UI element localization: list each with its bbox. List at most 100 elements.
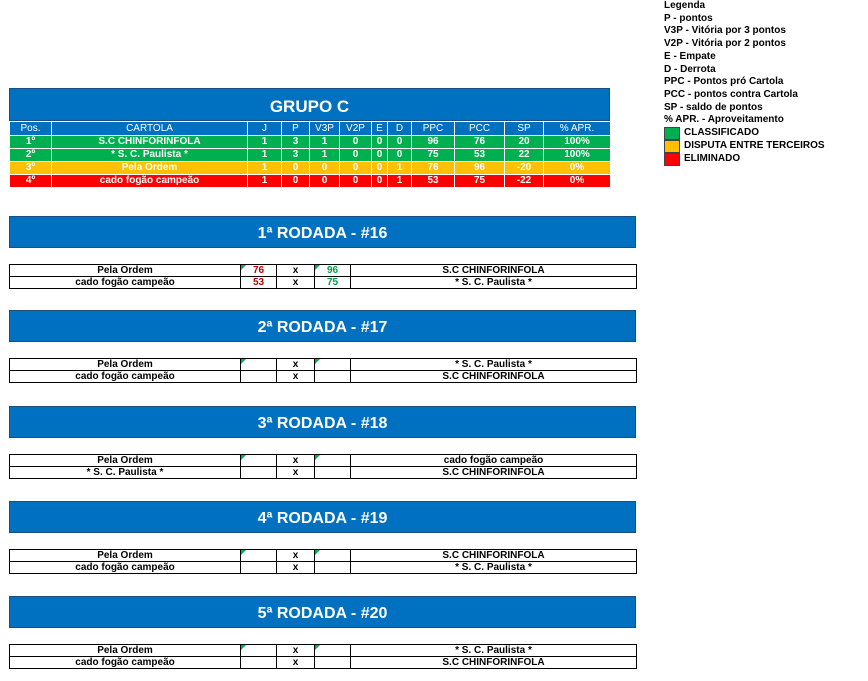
match-row: Pela Ordem 76 x 96 S.C CHINFORINFOLA	[9, 264, 637, 277]
cell-flag-icon	[315, 455, 320, 460]
cell-pcc: 75	[454, 174, 505, 188]
cell-flag-icon	[241, 359, 246, 364]
away-score[interactable]: 75	[314, 276, 351, 289]
cell-cartola: S.C CHINFORINFOLA	[51, 135, 248, 149]
cell-apr: 0%	[543, 174, 611, 188]
cell-pcc: 76	[454, 135, 505, 149]
cell-e: 0	[371, 161, 388, 175]
cell-ppc: 76	[411, 161, 455, 175]
match-row: Pela Ordem x * S. C. Paulista *	[9, 358, 637, 371]
away-score[interactable]	[314, 644, 351, 657]
legend-line: P - pontos	[664, 12, 713, 24]
away-team: * S. C. Paulista *	[350, 644, 637, 657]
home-score[interactable]: 76	[240, 264, 277, 277]
away-score[interactable]	[314, 358, 351, 371]
away-team: S.C CHINFORINFOLA	[350, 264, 637, 277]
cell-apr: 100%	[543, 148, 611, 162]
round-title: 2ª RODADA - #17	[9, 310, 636, 342]
legend-swatch-disputa: DISPUTA ENTRE TERCEIROS	[664, 140, 825, 154]
color-swatch	[664, 153, 680, 167]
color-swatch	[664, 140, 680, 154]
cell-apr: 0%	[543, 161, 611, 175]
cell-ppc: 75	[411, 148, 455, 162]
cell-sp: 22	[504, 148, 544, 162]
away-score[interactable]: 96	[314, 264, 351, 277]
cell-ppc: 53	[411, 174, 455, 188]
home-score[interactable]	[240, 370, 277, 383]
swatch-label: ELIMINADO	[684, 153, 741, 165]
home-score[interactable]	[240, 644, 277, 657]
header-pcc: PCC	[454, 121, 505, 136]
home-score[interactable]	[240, 561, 277, 574]
home-score[interactable]	[240, 549, 277, 562]
cell-v3p: 1	[309, 148, 340, 162]
match-table: Pela Ordem x cado fogão campeão * S. C. …	[9, 454, 637, 479]
cell-pos: 4º	[9, 174, 52, 188]
away-score[interactable]	[314, 454, 351, 467]
cell-ppc: 96	[411, 135, 455, 149]
home-team: cado fogão campeão	[9, 276, 241, 289]
standings-row: 1º S.C CHINFORINFOLA 1 3 1 0 0 0 96 76 2…	[9, 135, 611, 149]
header-pos: Pos.	[9, 121, 52, 136]
round-2: 2ª RODADA - #17 Pela Ordem x * S. C. Pau…	[9, 310, 637, 383]
cell-v3p: 1	[309, 135, 340, 149]
away-score[interactable]	[314, 549, 351, 562]
cell-p: 3	[281, 135, 310, 149]
cell-flag-icon	[315, 550, 320, 555]
home-team: Pela Ordem	[9, 549, 241, 562]
cell-sp: -22	[504, 174, 544, 188]
header-sp: SP	[504, 121, 544, 136]
match-row: * S. C. Paulista * x S.C CHINFORINFOLA	[9, 466, 637, 479]
home-team: Pela Ordem	[9, 264, 241, 277]
cell-v3p: 0	[309, 161, 340, 175]
cell-cartola: * S. C. Paulista *	[51, 148, 248, 162]
away-score[interactable]	[314, 561, 351, 574]
versus-label: x	[276, 370, 315, 383]
versus-label: x	[276, 264, 315, 277]
away-team: S.C CHINFORINFOLA	[350, 656, 637, 669]
away-team: * S. C. Paulista *	[350, 276, 637, 289]
header-apr: % APR.	[543, 121, 611, 136]
home-team: Pela Ordem	[9, 358, 241, 371]
cell-p: 3	[281, 148, 310, 162]
cell-flag-icon	[315, 645, 320, 650]
away-team: S.C CHINFORINFOLA	[350, 370, 637, 383]
cell-v2p: 0	[339, 174, 372, 188]
round-1: 1ª RODADA - #16 Pela Ordem 76 x 96 S.C C…	[9, 216, 637, 289]
round-4: 4ª RODADA - #19 Pela Ordem x S.C CHINFOR…	[9, 501, 637, 574]
swatch-label: CLASSIFICADO	[684, 127, 759, 139]
away-team: S.C CHINFORINFOLA	[350, 549, 637, 562]
cell-p: 0	[281, 174, 310, 188]
round-title: 1ª RODADA - #16	[9, 216, 636, 248]
home-score[interactable]	[240, 358, 277, 371]
standings-table: GRUPO C Pos. CARTOLA J P V3P V2P E D PPC…	[9, 88, 611, 188]
cell-pos: 3º	[9, 161, 52, 175]
cell-d: 1	[387, 174, 412, 188]
round-5: 5ª RODADA - #20 Pela Ordem x * S. C. Pau…	[9, 596, 637, 669]
home-score[interactable]	[240, 656, 277, 669]
away-score[interactable]	[314, 466, 351, 479]
home-score[interactable]	[240, 466, 277, 479]
cell-cartola: cado fogão campeão	[51, 174, 248, 188]
cell-j: 1	[247, 174, 282, 188]
versus-label: x	[276, 454, 315, 467]
home-team: cado fogão campeão	[9, 656, 241, 669]
away-team: * S. C. Paulista *	[350, 561, 637, 574]
header-cartola: CARTOLA	[51, 121, 248, 136]
home-score[interactable]: 53	[240, 276, 277, 289]
match-table: Pela Ordem x S.C CHINFORINFOLA cado fogã…	[9, 549, 637, 574]
cell-pos: 1º	[9, 135, 52, 149]
away-score[interactable]	[314, 656, 351, 669]
cell-flag-icon	[315, 265, 320, 270]
standings-header-row: Pos. CARTOLA J P V3P V2P E D PPC PCC SP …	[9, 121, 611, 136]
home-score[interactable]	[240, 454, 277, 467]
header-e: E	[371, 121, 388, 136]
versus-label: x	[276, 549, 315, 562]
match-row: Pela Ordem x cado fogão campeão	[9, 454, 637, 467]
match-table: Pela Ordem x * S. C. Paulista * cado fog…	[9, 644, 637, 669]
cell-flag-icon	[241, 265, 246, 270]
home-team: cado fogão campeão	[9, 370, 241, 383]
cell-j: 1	[247, 161, 282, 175]
away-score[interactable]	[314, 370, 351, 383]
versus-label: x	[276, 276, 315, 289]
